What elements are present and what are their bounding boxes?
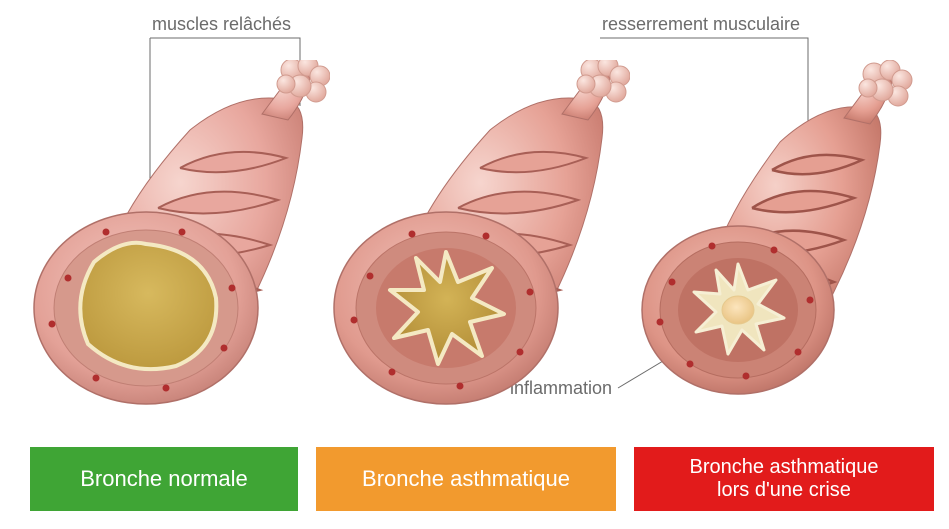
bronchus-asthmatic [330, 60, 630, 420]
bronchus-asthmatic-attack [620, 60, 920, 420]
caption-asthmatic-attack: Bronche asthmatique lors d'une crise [634, 447, 934, 511]
caption-row: Bronche normale Bronche asthmatique Bron… [30, 447, 934, 511]
diagram-canvas: muscles relâchés resserrement musculaire… [0, 0, 949, 529]
label-muscles-relaxed: muscles relâchés [152, 14, 291, 35]
caption-asthmatic: Bronche asthmatique [316, 447, 616, 511]
bronchus-normal [30, 60, 330, 420]
caption-normal: Bronche normale [30, 447, 298, 511]
label-muscle-tightening: resserrement musculaire [602, 14, 800, 35]
